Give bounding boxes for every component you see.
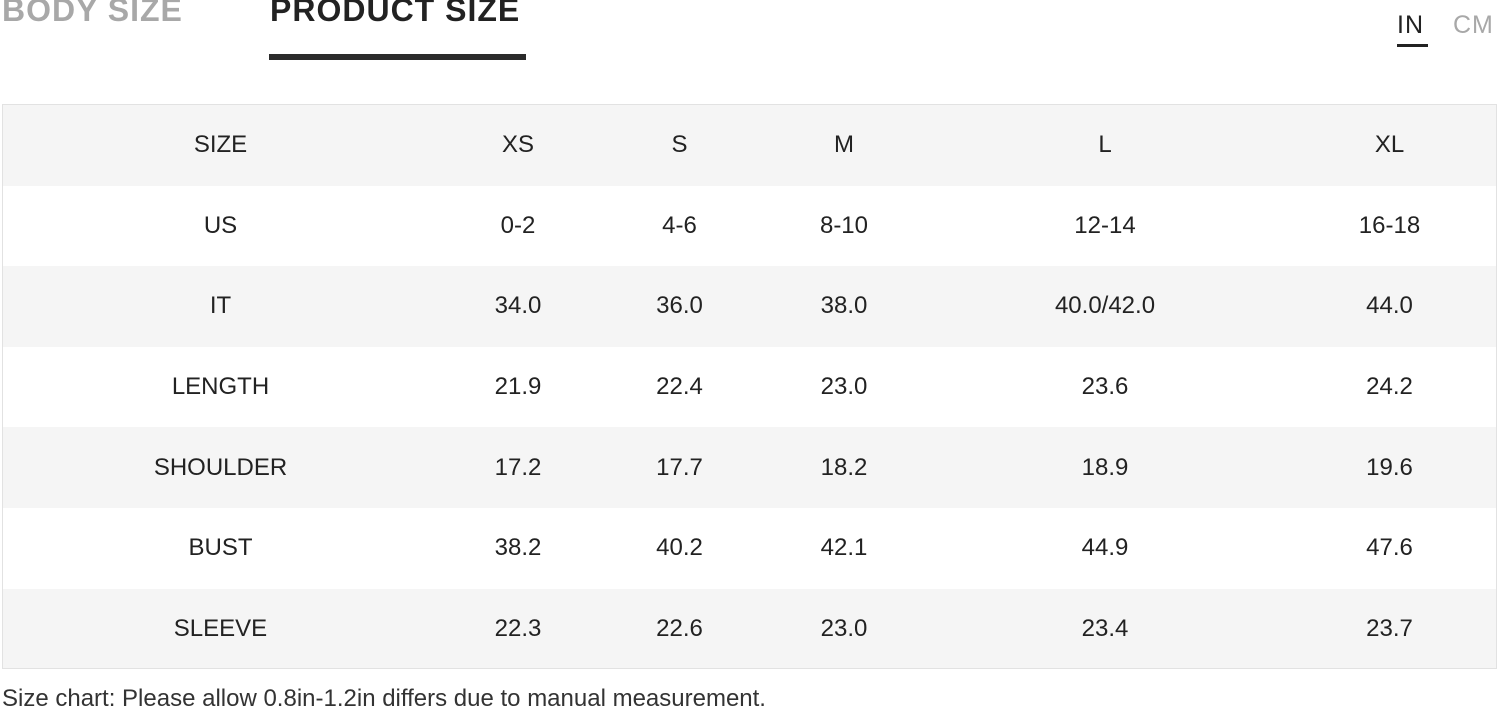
table-row-it: IT 34.0 36.0 38.0 40.0/42.0 44.0: [3, 266, 1496, 347]
table-cell: 42.1: [761, 507, 927, 589]
table-cell: 40.0/42.0: [927, 266, 1283, 347]
table-cell: 36.0: [598, 266, 761, 347]
table-cell: 12-14: [927, 185, 1283, 267]
table-cell: 18.9: [927, 427, 1283, 508]
table-cell: 23.6: [927, 346, 1283, 428]
header-cell-s: S: [598, 105, 761, 186]
table-row-bust: BUST 38.2 40.2 42.1 44.9 47.6: [3, 507, 1496, 589]
table-cell: 17.2: [438, 427, 598, 508]
table-cell: 38.2: [438, 507, 598, 589]
table-cell: 44.9: [927, 507, 1283, 589]
table-cell: 22.3: [438, 588, 598, 668]
table-cell: 34.0: [438, 266, 598, 347]
table-cell: 19.6: [1283, 427, 1496, 508]
table-cell: 40.2: [598, 507, 761, 589]
size-chart-table: SIZE XS S M L XL US 0-2 4-6 8-10 12-14 1…: [3, 105, 1496, 668]
header-cell-xl: XL: [1283, 105, 1496, 186]
table-cell: 22.4: [598, 346, 761, 428]
table-cell: 23.0: [761, 588, 927, 668]
table-row-us: US 0-2 4-6 8-10 12-14 16-18: [3, 185, 1496, 267]
table-row-length: LENGTH 21.9 22.4 23.0 23.6 24.2: [3, 346, 1496, 428]
row-label: SHOULDER: [3, 427, 438, 508]
header-cell-m: M: [761, 105, 927, 186]
table-cell: 21.9: [438, 346, 598, 428]
table-cell: 4-6: [598, 185, 761, 267]
row-label: SLEEVE: [3, 588, 438, 668]
active-unit-indicator: [1397, 44, 1428, 47]
measurement-note: Size chart: Please allow 0.8in-1.2in dif…: [2, 685, 766, 712]
table-cell: 24.2: [1283, 346, 1496, 428]
table-cell: 38.0: [761, 266, 927, 347]
row-label: BUST: [3, 507, 438, 589]
table-cell: 8-10: [761, 185, 927, 267]
table-cell: 23.0: [761, 346, 927, 428]
header-cell-size: SIZE: [3, 105, 438, 186]
tab-product-size[interactable]: PRODUCT SIZE: [270, 0, 521, 28]
table-cell: 17.7: [598, 427, 761, 508]
table-cell: 23.4: [927, 588, 1283, 668]
unit-toggle-cm[interactable]: CM: [1453, 11, 1494, 39]
table-cell: 0-2: [438, 185, 598, 267]
row-label: LENGTH: [3, 346, 438, 428]
table-cell: 22.6: [598, 588, 761, 668]
size-tabs: BODY SIZE PRODUCT SIZE IN CM: [0, 0, 1500, 70]
active-tab-indicator: [269, 54, 526, 60]
table-cell: 16-18: [1283, 185, 1496, 267]
table-cell: 44.0: [1283, 266, 1496, 347]
row-label: US: [3, 185, 438, 267]
row-label: IT: [3, 266, 438, 347]
header-cell-xs: XS: [438, 105, 598, 186]
table-row-sleeve: SLEEVE 22.3 22.6 23.0 23.4 23.7: [3, 588, 1496, 668]
tab-body-size[interactable]: BODY SIZE: [2, 0, 183, 28]
table-row-shoulder: SHOULDER 17.2 17.7 18.2 18.9 19.6: [3, 427, 1496, 508]
size-chart-table-container: SIZE XS S M L XL US 0-2 4-6 8-10 12-14 1…: [2, 104, 1497, 669]
table-cell: 47.6: [1283, 507, 1496, 589]
unit-toggle-in[interactable]: IN: [1397, 11, 1424, 39]
table-cell: 18.2: [761, 427, 927, 508]
table-cell: 23.7: [1283, 588, 1496, 668]
table-header-row: SIZE XS S M L XL: [3, 105, 1496, 186]
header-cell-l: L: [927, 105, 1283, 186]
